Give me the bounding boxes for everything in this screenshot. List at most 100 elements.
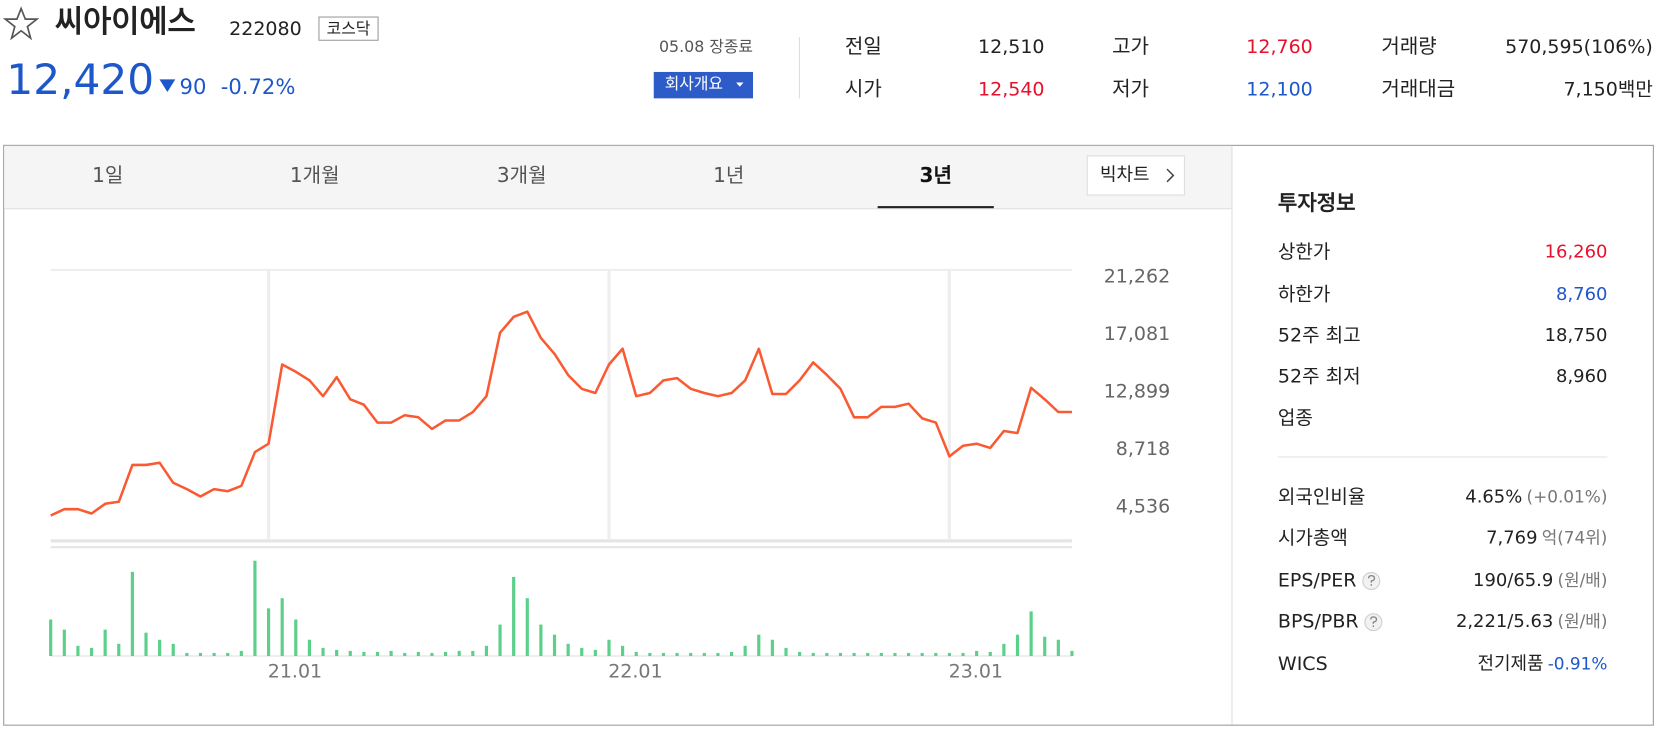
invest-value-main: 7,769 <box>1486 528 1537 549</box>
volume-bar <box>212 652 216 656</box>
help-glyph <box>1370 616 1378 627</box>
volume-bar <box>362 651 366 656</box>
market-badge <box>318 16 379 41</box>
big-chart-button[interactable] <box>1086 155 1185 196</box>
period-tab[interactable]: 1개월 <box>290 163 340 187</box>
big-chart-label[interactable]: 빅차트 <box>1100 164 1150 185</box>
volume-bar <box>280 598 284 656</box>
favorite-star[interactable] <box>2 6 40 41</box>
volume-bar <box>675 652 679 656</box>
stock-name: 씨아이에스 <box>55 5 196 40</box>
x-tick-label: 22.01 <box>608 660 662 682</box>
invest-value: 4.65% (+0.01%) <box>1465 487 1607 508</box>
volume-bar <box>689 652 693 656</box>
volume-bar <box>253 560 257 656</box>
volume-bar <box>621 645 625 656</box>
volume-bar <box>444 651 448 656</box>
volume-bar <box>471 650 475 656</box>
x-tick-label: 21.01 <box>268 660 322 682</box>
volume-bar <box>62 629 66 656</box>
volume-bar <box>975 650 979 656</box>
invest-value-main: 16,260 <box>1545 242 1608 263</box>
volume-bar <box>158 639 162 656</box>
volume-bar <box>239 650 243 656</box>
invest-label: 업종 <box>1278 407 1313 429</box>
volume-bar <box>838 652 843 656</box>
volume-bar <box>375 651 380 656</box>
volume-bar <box>866 652 870 656</box>
volume-bar <box>525 598 529 656</box>
quote-value: 12,540 <box>978 78 1044 100</box>
period-tab[interactable]: 1일 <box>92 163 123 187</box>
volume-bar <box>457 650 461 656</box>
volume-bar <box>403 652 407 656</box>
volume-bar <box>852 652 856 656</box>
company-button-label[interactable]: 회사개요 <box>665 74 723 93</box>
invest-title: 투자정보 <box>1278 190 1356 215</box>
invest-value-main: 190/65.9 <box>1473 570 1553 591</box>
invest-value: 8,760 <box>1556 284 1607 305</box>
volume-bar <box>294 619 298 656</box>
invest-label: 시가총액 <box>1278 527 1348 549</box>
volume-bar <box>389 650 393 656</box>
volume-bar <box>89 647 94 656</box>
volume-bar <box>512 576 516 656</box>
volume-bar <box>784 647 788 656</box>
y-tick-label: 4,536 <box>1116 496 1170 518</box>
volume-bar <box>757 634 761 656</box>
invest-value: 2,221/5.63 (원/배) <box>1456 611 1607 632</box>
volume-bar <box>171 643 175 656</box>
volume-bar <box>716 652 720 656</box>
volume-bar <box>743 645 747 656</box>
invest-value: 8,960 <box>1556 366 1607 387</box>
volume-bar <box>920 652 924 656</box>
volume-bar <box>1070 650 1074 656</box>
volume-bar <box>566 643 570 656</box>
invest-label: BPS/PBR <box>1278 611 1359 633</box>
quote-value: 570,595(106%) <box>1505 36 1653 58</box>
volume-bar <box>103 629 107 656</box>
volume-bar <box>729 651 734 656</box>
invest-label: WICS <box>1278 653 1328 675</box>
invest-value-note: (원/배) <box>1558 611 1608 631</box>
volume-bar <box>825 652 829 656</box>
quote-label: 고가 <box>1112 34 1149 58</box>
period-tab[interactable]: 3년 <box>920 163 952 187</box>
volume-bar <box>811 652 815 656</box>
y-tick-label: 8,718 <box>1116 438 1170 460</box>
price-change: 90 <box>180 74 207 99</box>
y-tick-label: 12,899 <box>1104 380 1170 402</box>
y-tick-label: 21,262 <box>1104 265 1170 287</box>
volume-bar <box>1056 639 1060 656</box>
quote-label: 거래대금 <box>1381 76 1455 100</box>
volume-bar <box>634 651 638 656</box>
invest-value: 16,260 <box>1545 242 1608 263</box>
quote-value: 12,760 <box>1246 36 1312 58</box>
invest-label: EPS/PER <box>1278 570 1357 592</box>
period-tab[interactable]: 1년 <box>713 163 744 187</box>
volume-bar <box>580 647 584 656</box>
invest-value-main: 8,760 <box>1556 284 1607 305</box>
chevron <box>1166 168 1175 183</box>
volume-bar <box>484 645 489 656</box>
volume-bar <box>893 652 897 656</box>
down-arrow <box>159 79 176 93</box>
invest-value-note: (+0.01%) <box>1526 487 1607 507</box>
price-line <box>50 310 1072 517</box>
invest-value: 7,769 억(74위) <box>1486 528 1607 549</box>
volume-bar <box>879 652 883 656</box>
volume-bar <box>117 643 121 656</box>
company-button[interactable] <box>653 71 754 99</box>
volume-bar <box>1015 634 1020 656</box>
volume-bar <box>661 652 666 656</box>
invest-value: 190/65.9 (원/배) <box>1473 570 1607 591</box>
volume-bar <box>1029 611 1033 656</box>
volume-bar <box>76 645 80 656</box>
volume-bar <box>552 634 557 656</box>
period-tab[interactable]: 3개월 <box>497 163 547 187</box>
invest-value-main: 전기제품 <box>1477 653 1543 674</box>
market: 코스닥 <box>327 19 371 38</box>
volume-bar <box>988 651 992 656</box>
